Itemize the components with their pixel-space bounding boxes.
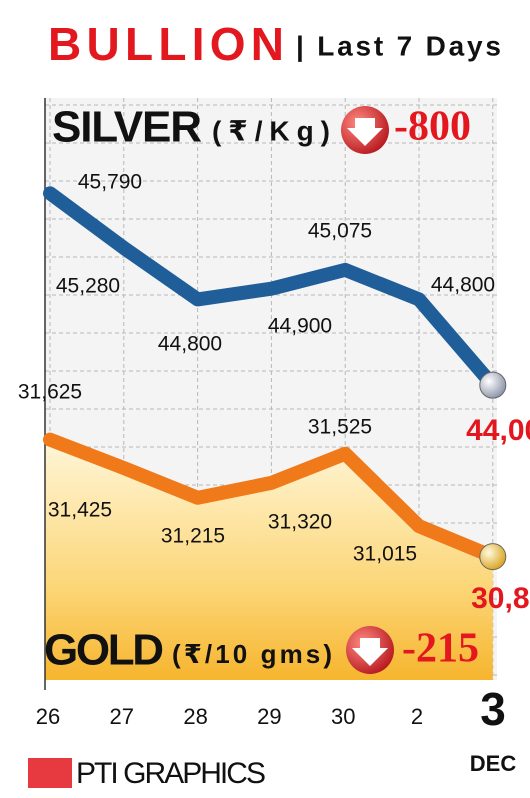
end-marker	[479, 371, 507, 399]
x-tick-label: 29	[257, 704, 281, 729]
data-label: 31,320	[268, 511, 332, 534]
data-label: 44,800	[431, 274, 495, 297]
silver-unit: (₹/Kg)	[212, 115, 330, 146]
data-label: 44,000	[466, 414, 530, 447]
x-tick-label: 26	[36, 704, 60, 729]
silver-change: -800	[394, 104, 471, 150]
data-label: 45,790	[78, 171, 142, 194]
gold-change: -215	[402, 626, 479, 672]
x-tick-label: 2	[411, 704, 423, 729]
x-tick-label: 27	[110, 704, 134, 729]
data-label: 31,215	[161, 525, 225, 548]
data-label: 31,525	[308, 416, 372, 439]
logo-block	[28, 758, 72, 788]
down-arrow	[352, 638, 388, 666]
data-label: 45,075	[308, 220, 372, 243]
silver-name: SILVER	[52, 103, 202, 152]
month-label: DEC	[470, 751, 517, 776]
x-tick-label: 30	[331, 704, 355, 729]
data-label: 31,425	[48, 499, 112, 522]
data-label: 44,900	[268, 315, 332, 338]
data-label: 30,800	[471, 582, 530, 615]
gold-area	[45, 439, 493, 680]
data-label: 31,015	[353, 543, 417, 566]
line-series	[43, 432, 500, 564]
x-tick-label: 3	[480, 683, 506, 735]
line-series	[43, 186, 500, 393]
end-marker	[479, 543, 507, 571]
title: BULLION	[48, 18, 284, 70]
data-label: 45,280	[56, 275, 120, 298]
gold-unit: (₹/10 gms)	[172, 639, 332, 669]
subtitle: | Last 7 Days	[296, 30, 501, 61]
down-arrow	[347, 118, 383, 146]
data-label: 44,800	[158, 333, 222, 356]
gold-name: GOLD	[44, 626, 164, 675]
source: PTI GRAPHICS	[76, 757, 266, 790]
data-label: 31,625	[18, 381, 82, 404]
x-tick-label: 28	[183, 704, 207, 729]
